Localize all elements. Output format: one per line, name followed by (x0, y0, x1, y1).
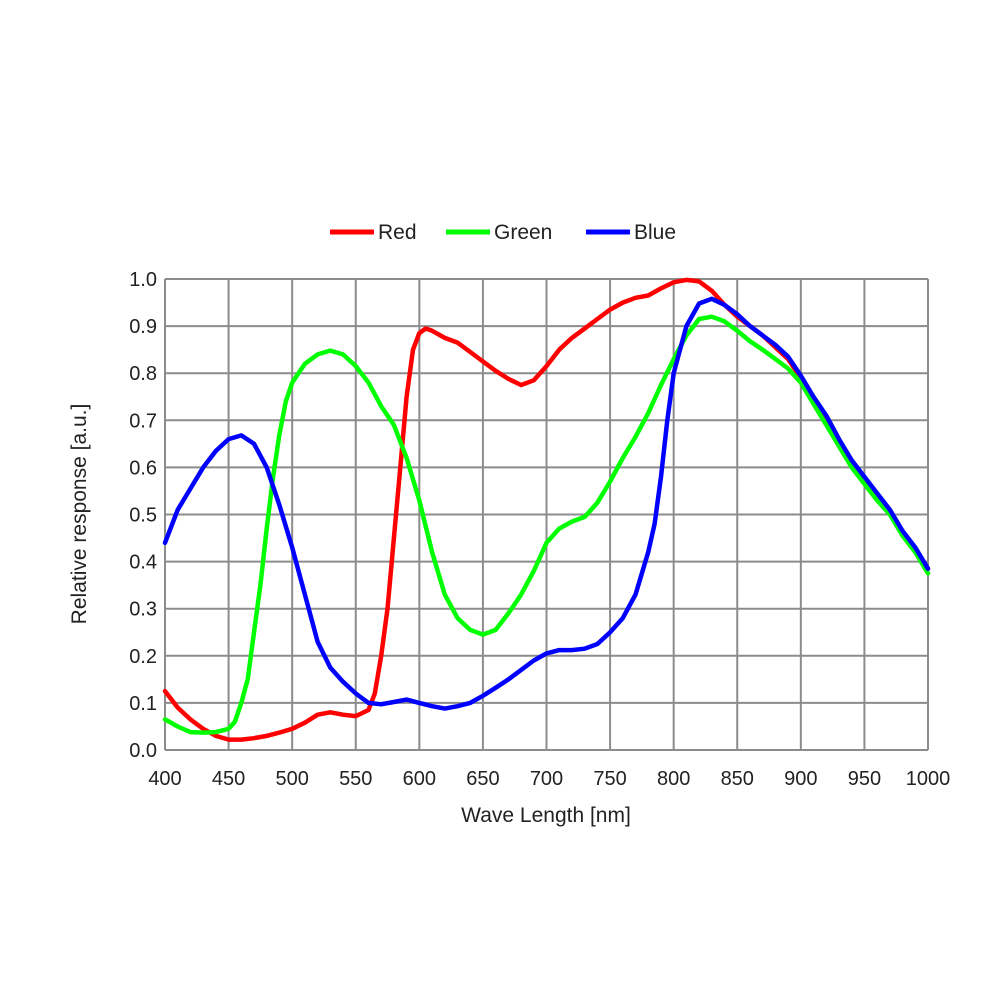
y-axis-ticks: 0.0 0.1 0.2 0.3 0.4 0.5 0.6 0.7 0.8 0.9 1.0 (129, 269, 157, 762)
legend-label-green: Green (494, 221, 552, 244)
x-tick-label: 650 (466, 768, 499, 790)
series-line-blue (162, 296, 931, 711)
y-tick-label: 0.4 (129, 552, 157, 574)
y-axis-label: Relative response [a.u.] (68, 404, 91, 625)
y-tick-label: 0.8 (129, 363, 157, 385)
x-tick-label: 850 (721, 768, 754, 790)
legend-label-red: Red (378, 221, 417, 244)
x-tick-label: 900 (784, 768, 817, 790)
x-tick-label: 600 (403, 768, 436, 790)
y-tick-label: 0.5 (129, 505, 157, 527)
y-tick-label: 0.0 (129, 740, 157, 762)
y-tick-label: 1.0 (129, 269, 157, 291)
x-tick-label: 750 (593, 768, 626, 790)
series-lines (162, 277, 931, 742)
x-tick-label: 800 (657, 768, 690, 790)
x-tick-label: 500 (275, 768, 308, 790)
y-tick-label: 0.9 (129, 316, 157, 338)
y-tick-label: 0.2 (129, 646, 157, 668)
y-tick-label: 0.7 (129, 410, 157, 432)
legend-label-blue: Blue (634, 221, 676, 244)
x-tick-label: 400 (148, 768, 181, 790)
y-tick-label: 0.6 (129, 457, 157, 479)
x-axis-label: Wave Length [nm] (461, 804, 631, 827)
x-tick-label: 950 (848, 768, 881, 790)
x-axis-ticks: 400 450 500 550 600 650 700 750 800 850 900 950 1000 (148, 768, 950, 790)
x-tick-label: 700 (530, 768, 563, 790)
x-tick-label: 450 (212, 768, 245, 790)
x-tick-label: 1000 (906, 768, 951, 790)
series-line-green (162, 314, 931, 735)
x-tick-label: 550 (339, 768, 372, 790)
y-tick-label: 0.1 (129, 693, 157, 715)
legend: Red Green Blue (330, 221, 676, 244)
grid (164, 278, 929, 751)
y-tick-label: 0.3 (129, 599, 157, 621)
